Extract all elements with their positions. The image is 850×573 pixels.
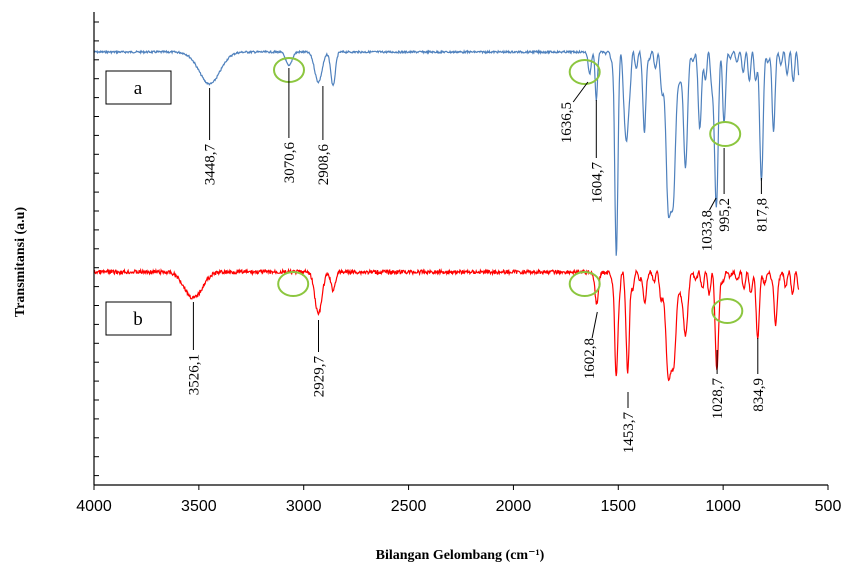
x-tick-label: 4000	[76, 498, 112, 515]
peak-b-label: 1028,7	[710, 378, 726, 420]
peak-a-label: 1604,7	[589, 162, 605, 204]
highlight-circle	[709, 121, 742, 147]
spectra-group	[93, 49, 800, 382]
y-axis-title: Transmitansi (a.u)	[13, 207, 28, 318]
x-tick-label: 2000	[496, 498, 532, 515]
peak-a-label: 1033,8	[700, 210, 716, 251]
x-tick-label: 1000	[705, 498, 741, 515]
highlight-circle	[277, 271, 310, 297]
spectrum-a-line	[93, 49, 800, 256]
panel-label-b-text: b	[133, 309, 143, 330]
x-tick-label: 3000	[286, 498, 322, 515]
peak-b-label: 834,9	[751, 378, 767, 412]
peak-a-label: 995,2	[717, 198, 733, 232]
peak-a-leader	[572, 81, 589, 103]
x-axis-title: Bilangan Gelombang (cm⁻¹)	[376, 548, 545, 563]
panel-label-a-text: a	[134, 78, 143, 99]
x-tick-label: 500	[815, 498, 842, 515]
highlight-circle	[568, 271, 601, 297]
peak-a-label: 3070,6	[282, 142, 298, 184]
peak-b-label: 2929,7	[312, 356, 328, 398]
spectrum-b-line	[93, 267, 800, 382]
peak-a-leader	[709, 197, 717, 211]
annotations-group: a b 3448,7 3070,6 2908,6 1604,7 995,2 817,8 1636…	[105, 57, 770, 454]
x-tick-label: 2500	[391, 498, 427, 515]
peak-a-label: 1636,5	[559, 102, 575, 143]
peak-b-label: 1602,8	[582, 338, 598, 379]
peak-b-label: 3526,1	[186, 354, 202, 395]
x-tick-label: 3500	[181, 498, 217, 515]
peak-b-label: 1453,7	[621, 412, 637, 454]
peak-a-label: 817,8	[754, 198, 770, 232]
x-tick-label: 1500	[600, 498, 636, 515]
highlight-circle	[568, 59, 601, 85]
peak-b-leader	[591, 311, 598, 339]
highlight-circle	[711, 298, 744, 324]
peak-a-label: 2908,6	[316, 144, 332, 186]
peak-a-label: 3448,7	[203, 144, 219, 186]
panel-label-b-box	[105, 301, 172, 336]
axes-group: 4000 3500 3000 2500 2000 1500 1000 500	[76, 12, 841, 515]
panel-label-a-box	[105, 70, 172, 105]
